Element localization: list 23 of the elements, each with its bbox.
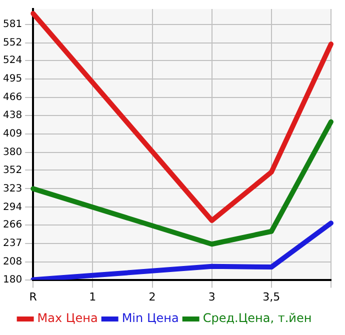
y-tick-label: 409 — [2, 128, 22, 140]
y-tick-label: 524 — [2, 55, 22, 66]
legend-label: Сред.Цена, т.йен — [202, 311, 312, 326]
y-tick-label: 294 — [2, 202, 22, 213]
legend-label: Min Цена — [122, 311, 179, 326]
x-tick-label: 3,5 — [262, 290, 280, 304]
y-tick-label: 466 — [2, 92, 22, 104]
x-tick-label: 2 — [148, 290, 156, 304]
y-tick-label: 208 — [2, 256, 22, 268]
y-tick-label: 380 — [2, 146, 22, 158]
y-tick-label: 438 — [2, 110, 22, 121]
y-tick-label: 237 — [2, 238, 22, 250]
y-tick-label: 495 — [2, 74, 22, 85]
y-tick-label: 180 — [2, 274, 22, 286]
legend-label: Max Цена — [37, 311, 98, 326]
x-tick-label: 3 — [208, 290, 216, 304]
y-tick-label: 352 — [2, 164, 22, 176]
y-tick-label: 581 — [2, 18, 22, 30]
y-tick-label: 323 — [2, 183, 22, 194]
y-tick-label: 552 — [2, 37, 22, 48]
y-tick-label: 266 — [2, 220, 22, 231]
x-tick-label: R — [29, 290, 38, 304]
x-tick-label: 1 — [89, 290, 96, 304]
